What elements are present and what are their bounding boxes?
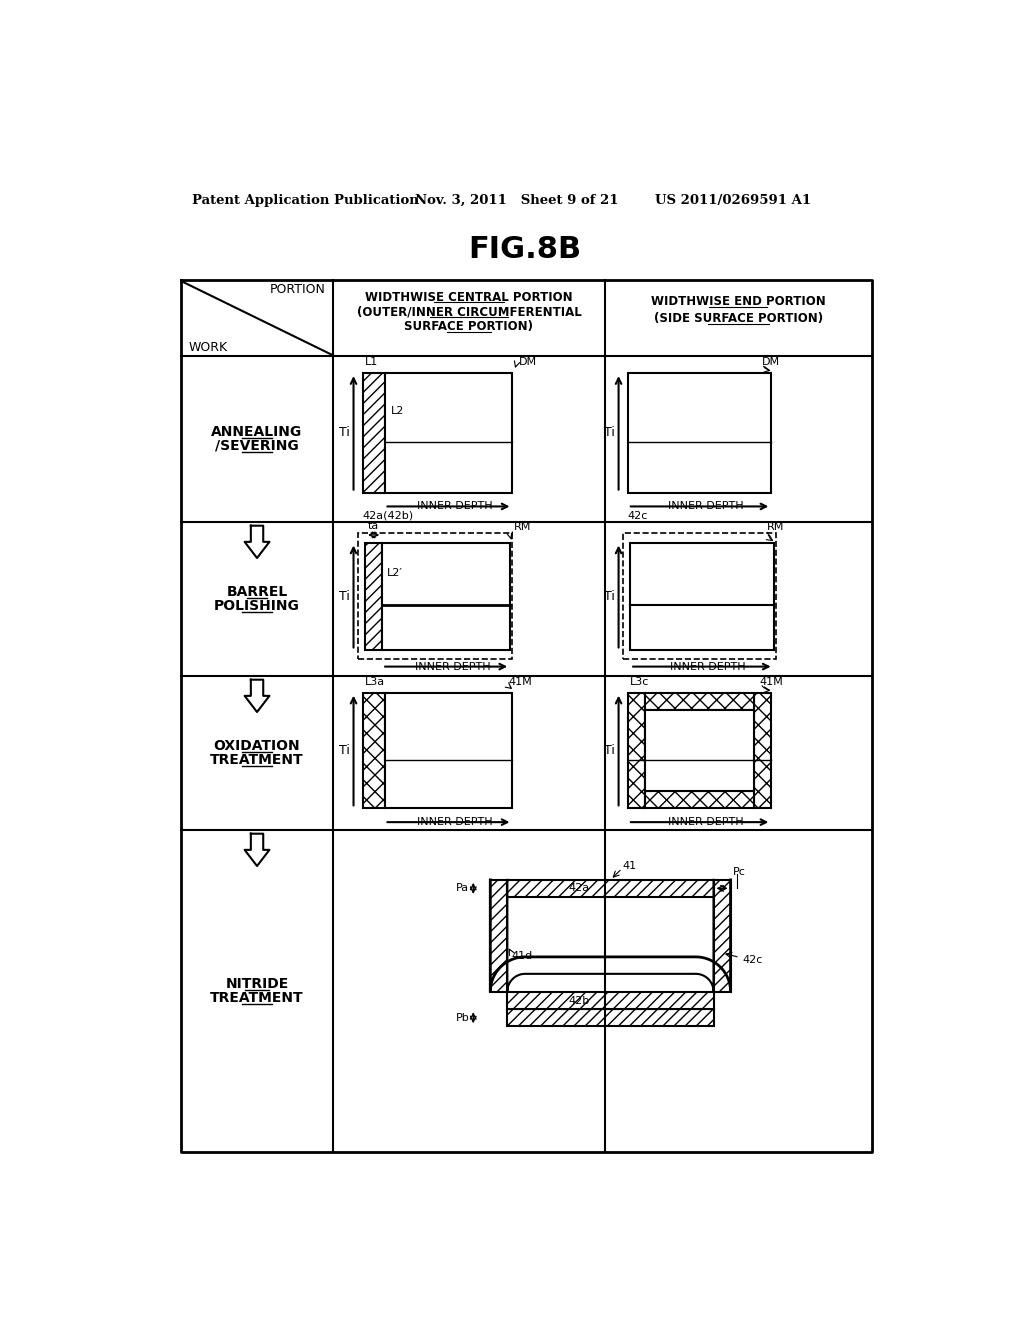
Text: L1: L1 bbox=[365, 358, 378, 367]
Text: SURFACE PORTION): SURFACE PORTION) bbox=[404, 319, 534, 333]
Text: 42c: 42c bbox=[628, 511, 648, 520]
Bar bbox=[645, 792, 755, 808]
Text: WORK: WORK bbox=[188, 341, 227, 354]
Text: WIDTHWISE END PORTION: WIDTHWISE END PORTION bbox=[651, 296, 825, 308]
Text: (OUTER/INNER CIRCUMFERENTIAL: (OUTER/INNER CIRCUMFERENTIAL bbox=[356, 305, 582, 318]
Text: L2′: L2′ bbox=[387, 568, 402, 578]
Text: Patent Application Publication: Patent Application Publication bbox=[191, 194, 418, 207]
Text: DM: DM bbox=[518, 358, 537, 367]
Text: POLISHING: POLISHING bbox=[214, 599, 300, 612]
Text: ANNEALING: ANNEALING bbox=[211, 425, 303, 440]
Text: /SEVERING: /SEVERING bbox=[215, 440, 299, 453]
Text: Nov. 3, 2011   Sheet 9 of 21: Nov. 3, 2011 Sheet 9 of 21 bbox=[415, 194, 618, 207]
Bar bbox=[385, 693, 512, 808]
Text: 42b: 42b bbox=[568, 995, 590, 1006]
Bar bbox=[490, 880, 507, 991]
Text: Ti: Ti bbox=[339, 426, 349, 440]
Text: Ti: Ti bbox=[339, 744, 349, 758]
Text: INNER DEPTH: INNER DEPTH bbox=[668, 502, 743, 511]
Text: RM: RM bbox=[514, 523, 531, 532]
Text: NITRIDE: NITRIDE bbox=[225, 977, 289, 991]
Text: INNER DEPTH: INNER DEPTH bbox=[415, 661, 490, 672]
Text: FIG.8B: FIG.8B bbox=[468, 235, 582, 264]
Polygon shape bbox=[245, 834, 269, 866]
Text: US 2011/0269591 A1: US 2011/0269591 A1 bbox=[655, 194, 811, 207]
Text: INNER DEPTH: INNER DEPTH bbox=[668, 817, 743, 828]
Bar bbox=[645, 693, 755, 710]
Bar bbox=[624, 533, 776, 659]
Text: Pc: Pc bbox=[733, 867, 745, 878]
Text: 41M: 41M bbox=[509, 677, 532, 686]
Text: BARREL: BARREL bbox=[226, 585, 288, 599]
Text: WIDTHWISE CENTRAL PORTION: WIDTHWISE CENTRAL PORTION bbox=[366, 290, 572, 304]
Text: 42a(42b): 42a(42b) bbox=[362, 511, 414, 520]
Text: L2: L2 bbox=[391, 407, 404, 416]
Text: Pb: Pb bbox=[456, 1012, 469, 1023]
Bar bbox=[714, 880, 730, 991]
Text: 42a: 42a bbox=[569, 883, 590, 894]
Text: PORTION: PORTION bbox=[269, 282, 326, 296]
Bar bbox=[645, 710, 755, 792]
Text: 42c: 42c bbox=[742, 956, 763, 965]
Polygon shape bbox=[245, 680, 269, 711]
Bar bbox=[630, 543, 773, 651]
Text: ta: ta bbox=[368, 520, 379, 531]
Text: 41d: 41d bbox=[511, 950, 532, 961]
Bar bbox=[507, 880, 714, 896]
Text: DM: DM bbox=[762, 358, 780, 367]
Bar bbox=[366, 543, 382, 651]
Bar bbox=[755, 693, 771, 808]
Text: L3a: L3a bbox=[365, 677, 384, 686]
Text: L3c: L3c bbox=[630, 677, 649, 686]
Text: TREATMENT: TREATMENT bbox=[210, 991, 304, 1005]
Bar bbox=[628, 693, 645, 808]
Bar bbox=[507, 1010, 714, 1026]
Text: INNER DEPTH: INNER DEPTH bbox=[417, 502, 493, 511]
Text: Ti: Ti bbox=[604, 744, 614, 758]
Polygon shape bbox=[245, 525, 269, 558]
Text: 41M: 41M bbox=[760, 677, 783, 686]
Bar bbox=[382, 543, 510, 651]
Text: INNER DEPTH: INNER DEPTH bbox=[671, 661, 745, 672]
Text: Ti: Ti bbox=[604, 426, 614, 440]
Bar bbox=[628, 374, 771, 492]
Text: Ti: Ti bbox=[604, 590, 614, 603]
Text: 41: 41 bbox=[622, 861, 636, 871]
Text: RM: RM bbox=[767, 523, 784, 532]
Text: Pa: Pa bbox=[457, 883, 469, 894]
Text: INNER DEPTH: INNER DEPTH bbox=[417, 817, 493, 828]
Bar bbox=[507, 993, 714, 1010]
Text: Ti: Ti bbox=[339, 590, 349, 603]
Text: (SIDE SURFACE PORTION): (SIDE SURFACE PORTION) bbox=[653, 312, 823, 325]
Bar bbox=[385, 374, 512, 492]
Bar bbox=[362, 693, 385, 808]
Text: OXIDATION: OXIDATION bbox=[214, 739, 300, 752]
Bar bbox=[358, 533, 512, 659]
Bar bbox=[362, 374, 385, 492]
Text: TREATMENT: TREATMENT bbox=[210, 752, 304, 767]
